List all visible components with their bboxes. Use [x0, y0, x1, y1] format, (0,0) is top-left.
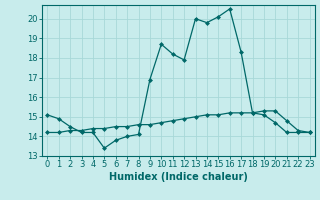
X-axis label: Humidex (Indice chaleur): Humidex (Indice chaleur) [109, 172, 248, 182]
